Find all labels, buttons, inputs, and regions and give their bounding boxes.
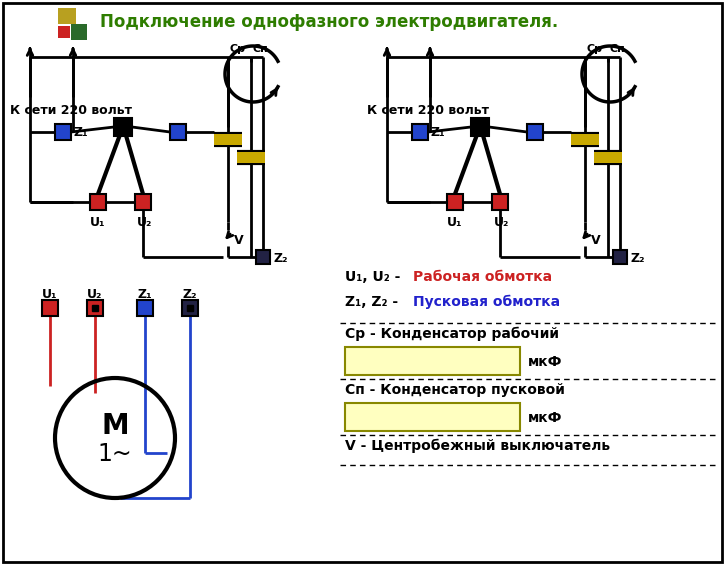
Bar: [71, 24, 87, 40]
Bar: [55, 124, 71, 140]
Bar: [345, 347, 520, 375]
Text: Z₁: Z₁: [74, 127, 88, 140]
Bar: [182, 300, 198, 316]
Bar: [214, 134, 242, 145]
Bar: [87, 300, 103, 316]
Text: Z₁, Z₂ -: Z₁, Z₂ -: [345, 295, 403, 309]
Text: Z₁: Z₁: [138, 289, 152, 302]
Text: Пусковая обмотка: Пусковая обмотка: [413, 295, 560, 309]
Text: U₂: U₂: [137, 216, 153, 229]
Text: Z₂: Z₂: [274, 251, 289, 264]
Text: мкФ: мкФ: [528, 411, 563, 425]
Text: Подключение однофазного электродвигателя.: Подключение однофазного электродвигателя…: [100, 13, 558, 31]
Text: К сети 220 вольт: К сети 220 вольт: [10, 103, 132, 116]
Text: Cр: Cр: [230, 44, 246, 54]
Text: Рабочая обмотка: Рабочая обмотка: [413, 270, 552, 284]
Bar: [613, 250, 627, 264]
Bar: [345, 403, 520, 431]
Text: V - Центробежный выключатель: V - Центробежный выключатель: [345, 439, 610, 453]
Text: Z₁: Z₁: [431, 127, 446, 140]
Bar: [447, 194, 463, 210]
Bar: [527, 124, 543, 140]
Bar: [412, 124, 428, 140]
Bar: [58, 8, 76, 24]
Bar: [42, 300, 58, 316]
Bar: [114, 118, 132, 136]
Text: M: M: [102, 412, 129, 440]
Bar: [137, 300, 153, 316]
Text: U₂: U₂: [494, 216, 510, 229]
Bar: [594, 151, 622, 163]
Text: К сети 220 вольт: К сети 220 вольт: [367, 103, 489, 116]
Bar: [237, 151, 265, 163]
Text: Z₂: Z₂: [183, 289, 197, 302]
Bar: [256, 250, 270, 264]
Text: Ср - Конденсатор рабочий: Ср - Конденсатор рабочий: [345, 327, 559, 341]
Text: U₁: U₁: [90, 216, 106, 229]
Text: Cп: Cп: [610, 44, 626, 54]
Text: Z₂: Z₂: [631, 251, 645, 264]
Bar: [170, 124, 186, 140]
Bar: [471, 118, 489, 136]
Bar: [571, 134, 599, 145]
Bar: [187, 305, 193, 311]
Text: 1~: 1~: [98, 442, 133, 466]
Text: V: V: [591, 233, 600, 246]
Text: Сп - Конденсатор пусковой: Сп - Конденсатор пусковой: [345, 383, 565, 397]
Bar: [135, 194, 151, 210]
Bar: [492, 194, 508, 210]
Bar: [90, 194, 106, 210]
Text: Cр: Cр: [587, 44, 603, 54]
Bar: [58, 26, 70, 38]
Bar: [92, 305, 98, 311]
Text: U₂: U₂: [87, 289, 103, 302]
Text: U₁: U₁: [447, 216, 463, 229]
Text: U₁, U₂ -: U₁, U₂ -: [345, 270, 405, 284]
Text: мкФ: мкФ: [528, 355, 563, 369]
Text: U₁: U₁: [42, 289, 58, 302]
Text: V: V: [234, 233, 244, 246]
Text: Cп: Cп: [253, 44, 269, 54]
